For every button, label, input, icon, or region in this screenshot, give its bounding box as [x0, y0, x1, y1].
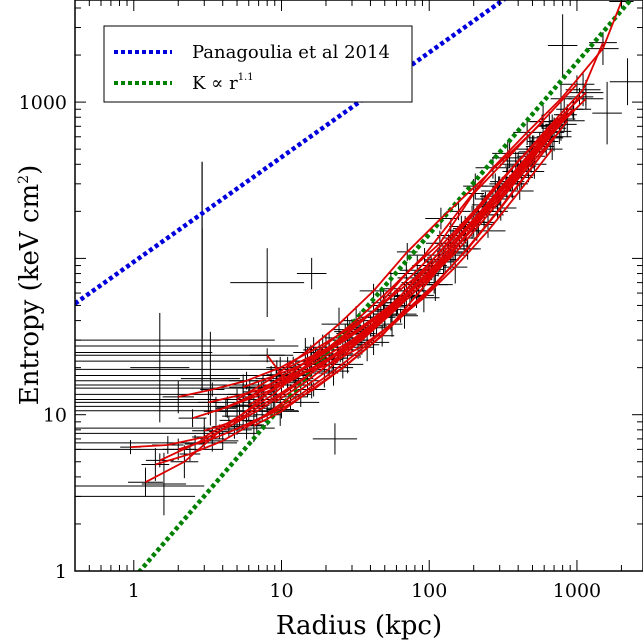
- y-axis-title: Entropy (keV cm2): [15, 165, 45, 405]
- x-tick-label-1: 10: [269, 580, 293, 602]
- plot-frame: [74, 0, 643, 572]
- x-tick-label-3: 1000: [553, 580, 601, 602]
- entropy-profile-11: [192, 118, 566, 420]
- entropy-profile-21: [242, 96, 581, 389]
- data-layer: [75, 0, 643, 571]
- y-tick-label-1: 10: [43, 405, 67, 427]
- entropy-profile-10: [236, 120, 544, 401]
- legend-label-power-law-base: K ∝ r: [192, 73, 238, 94]
- x-tick-label-0: 1: [128, 580, 140, 602]
- y-tick-label-0: 1: [55, 561, 67, 583]
- y-axis-title-main: Entropy (keV cm: [15, 184, 45, 405]
- y-axis-title-exponent: 2: [16, 175, 32, 184]
- legend-label-power-law-exponent: 1.1: [238, 72, 254, 83]
- axes-layer: 1 10 100 1000 1 10 1000: [19, 0, 643, 602]
- entropy-profile-19: [178, 42, 604, 398]
- entropy-profile-14: [274, 108, 574, 404]
- x-axis-title: Radius (kpc): [276, 611, 442, 641]
- x-tick-label-2: 100: [411, 580, 447, 602]
- y-tick-label-2: 1000: [19, 92, 67, 114]
- entropy-profile-17: [234, 120, 568, 431]
- y-axis-title-close: ): [15, 165, 45, 175]
- legend-box: [103, 25, 413, 103]
- legend-label-power-law: K ∝ r1.1: [192, 72, 254, 94]
- model-line-1: [136, 0, 634, 571]
- legend: Panagoulia et al 2014 K ∝ r1.1: [103, 25, 413, 103]
- entropy-profile-18: [298, 148, 553, 376]
- legend-label-panagoulia: Panagoulia et al 2014: [192, 42, 390, 63]
